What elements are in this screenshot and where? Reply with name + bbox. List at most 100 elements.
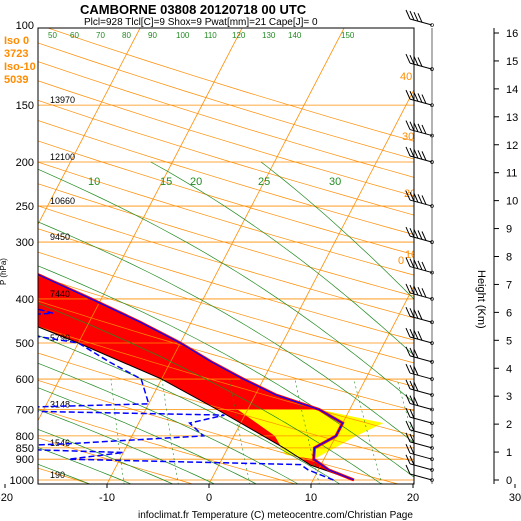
wind-barb-staff: [409, 403, 433, 410]
moist-adiabat-label: 80: [122, 31, 131, 40]
x-tick-label: 0: [206, 492, 212, 504]
wind-barb-feather: [409, 445, 415, 455]
dry-adiabat-line: [38, 275, 414, 387]
wind-barb-feather: [413, 11, 419, 22]
wind-barb-feather: [417, 194, 423, 204]
isotherm-line: [412, 481, 414, 484]
wind-barb: [405, 257, 434, 275]
pressure-tick-label: 400: [16, 294, 34, 306]
mixing-ratio-label: 20: [190, 176, 202, 188]
wind-barb: [405, 363, 434, 381]
wind-barb-station: [430, 393, 434, 397]
height-tick-label: 15: [506, 56, 518, 68]
pressure-tick-label: 850: [16, 443, 34, 455]
wind-barb: [405, 420, 434, 438]
y2-axis-label: Height (Km): [475, 270, 487, 329]
isotherm-line: [106, 28, 345, 484]
height-tick-label: 2: [506, 419, 512, 431]
wind-barb-feather: [405, 53, 411, 64]
wind-barb: [405, 464, 434, 482]
wind-barb-feather: [413, 381, 419, 392]
isotherm-line: [310, 285, 414, 484]
wind-barb-feather: [409, 364, 415, 375]
moist-adiabat-label: 140: [288, 31, 302, 40]
pressure-tick-label: 700: [16, 405, 34, 417]
moist-adiabat-line: [38, 447, 133, 484]
geopotential-label: 9450: [50, 232, 70, 242]
dry-adiabat-line: [38, 140, 414, 255]
x-tick-label: 10: [305, 492, 317, 504]
height-tick-label: 7: [506, 279, 512, 291]
wind-barb-feather: [417, 150, 423, 160]
positive-area: [237, 409, 384, 460]
x-tick-label: 20: [407, 492, 419, 504]
moist-adiabat-line: [150, 161, 414, 356]
wind-barb-feather: [405, 120, 411, 130]
dry-adiabat-label: 10: [405, 249, 417, 261]
wind-barb: [405, 190, 434, 208]
wind-barb-feather: [409, 10, 415, 21]
wind-barb-feather: [417, 331, 423, 341]
mixing-ratio-line: [431, 379, 466, 490]
wind-barb-feather: [413, 229, 419, 239]
wind-barb-feather: [405, 89, 411, 100]
moist-adiabat-line: [38, 168, 414, 404]
pressure-tick-label: 300: [16, 237, 34, 249]
height-tick-label: 10: [506, 196, 518, 208]
geopotential-label: 10660: [50, 196, 75, 206]
dry-adiabat-label: 0: [398, 255, 404, 267]
geopotential-label: 7440: [50, 289, 70, 299]
moist-adiabat-label: 60: [70, 31, 79, 40]
freezing-level-labels: Iso 0 3723 Iso-10 5039: [4, 35, 36, 86]
wind-barb: [405, 454, 434, 472]
axes: 1001502002503004005006007008008509001000…: [0, 20, 521, 504]
dry-adiabat-label: 40: [400, 71, 412, 83]
geopotential-label: 16580: [50, 15, 75, 25]
wind-barb-feather: [417, 230, 423, 240]
geopotential-label: 3148: [50, 400, 70, 410]
wind-barbs: [405, 9, 434, 484]
wind-barb-feather: [405, 379, 411, 390]
wind-barb-staff: [409, 463, 433, 471]
mixing-ratio-line: [484, 379, 521, 490]
wind-barb: [405, 394, 434, 412]
wind-barb-staff: [409, 355, 433, 363]
parcel-path: [38, 326, 355, 481]
wind-barb-feather: [417, 123, 423, 134]
wind-barb-feather: [405, 454, 411, 465]
dry-adiabat-line: [38, 380, 400, 484]
chart-subtitle: Plcl=928 Tlcl[C]=9 Shox=9 Pwat[mm]=21 Ca…: [84, 17, 318, 28]
mixing-ratio-line: [294, 379, 320, 484]
wind-barb-feather: [421, 231, 427, 241]
wind-barb-feather: [413, 56, 419, 66]
wind-barb-feather: [405, 394, 411, 404]
wind-barb-staff: [409, 416, 433, 424]
wind-barb: [405, 283, 434, 301]
wind-barb-feather: [405, 443, 411, 454]
wind-barb-feather: [409, 147, 415, 158]
wind-barb-feather: [413, 366, 419, 376]
wind-barb-station: [430, 67, 434, 71]
wind-barb-station: [430, 407, 434, 412]
wind-barb-feather: [413, 92, 419, 102]
pressure-tick-label: 800: [16, 431, 34, 443]
wind-barb-feather: [413, 148, 419, 159]
moist-adiabat-line: [38, 334, 341, 484]
wind-barb-station: [430, 320, 434, 325]
wind-barb-feather: [405, 363, 411, 374]
moist-adiabat-line: [260, 161, 414, 300]
pressure-tick-label: 900: [16, 454, 34, 466]
wind-barb: [405, 120, 434, 138]
mixing-ratio-label: 10: [88, 176, 100, 188]
isotherm-line: [208, 88, 414, 484]
wind-barb-feather: [409, 395, 415, 405]
wind-barb-feather: [409, 308, 415, 318]
wind-barb-station: [430, 457, 434, 461]
wind-barb-feather: [413, 259, 419, 269]
wind-barb-feather: [413, 309, 419, 319]
plot-frame: [37, 27, 415, 485]
moist-adiabat-line: [38, 302, 383, 484]
pressure-tick-label: 600: [16, 374, 34, 386]
wind-barb-feather: [413, 285, 419, 296]
